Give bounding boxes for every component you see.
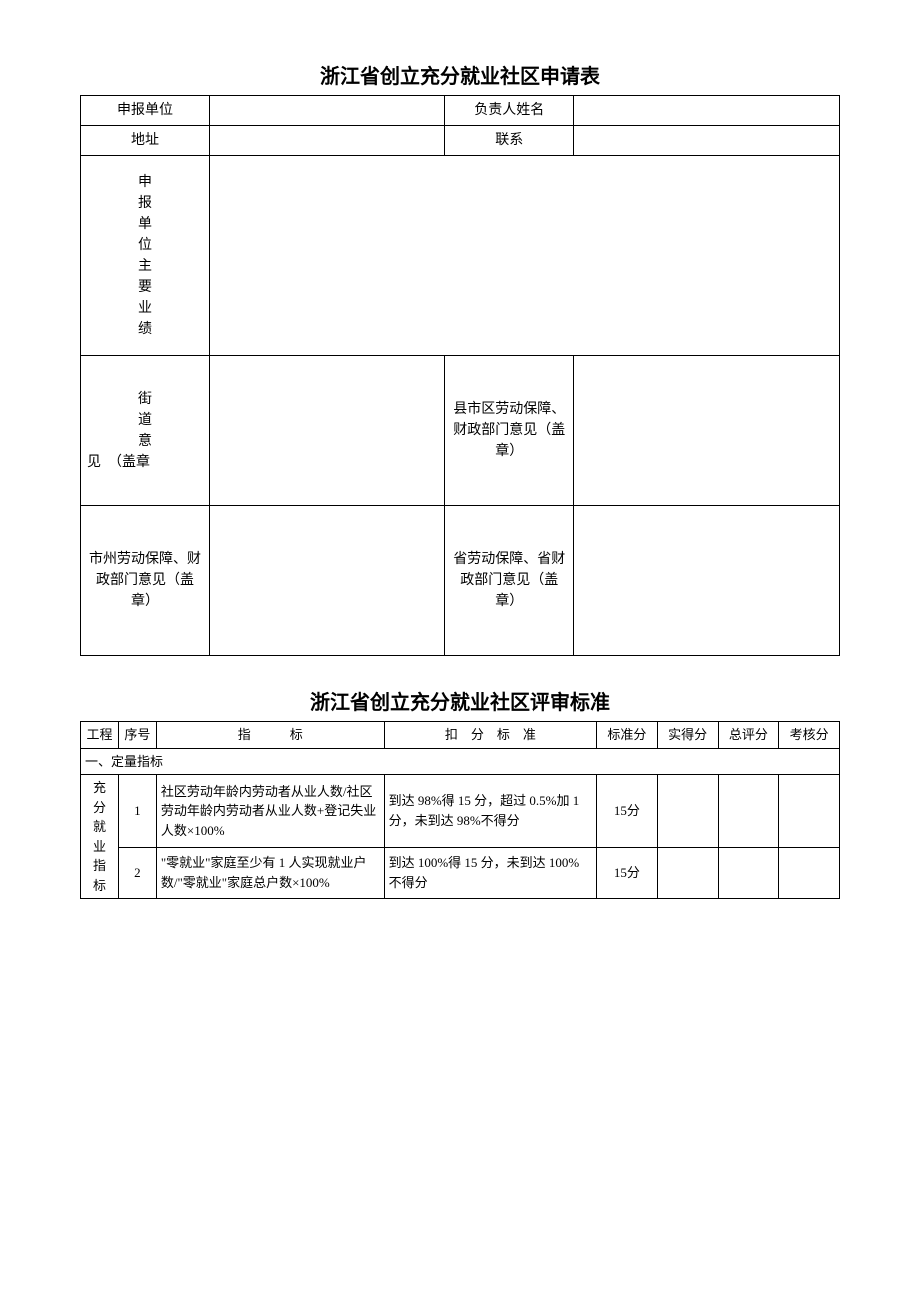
row-2-audit <box>779 847 840 898</box>
label-city-opinion: 市州劳动保障、财政部门意见（盖章） <box>81 506 210 656</box>
row-2-total <box>718 847 779 898</box>
header-project: 工程 <box>81 722 119 749</box>
header-indicator: 指 标 <box>156 722 384 749</box>
label-county-opinion: 县市区劳动保障、财政部门意见（盖章） <box>445 356 574 506</box>
row-1-indicator: 社区劳动年龄内劳动者从业人数/社区劳动年龄内劳动者从业人数+登记失业人数×100… <box>156 775 384 848</box>
row-2-actual <box>657 847 718 898</box>
section-quantitative: 一、定量指标 <box>81 748 840 775</box>
label-province-opinion: 省劳动保障、省财政部门意见（盖章） <box>445 506 574 656</box>
field-street-opinion <box>210 356 445 506</box>
row-2-criteria: 到达 100%得 15 分，未到达 100%不得分 <box>384 847 597 898</box>
field-province-opinion <box>574 506 840 656</box>
evaluation-criteria-table: 工程 序号 指 标 扣 分 标 准 标准分 实得分 总评分 考核分 一、定量指标… <box>80 721 840 899</box>
application-form-table: 申报单位 负责人姓名 地址 联系 申报单位主要业绩 街道意 见 （盖章 县市区劳… <box>80 95 840 656</box>
rowgroup-employment-indicators: 充分就业指标 <box>81 775 119 899</box>
row-1-criteria: 到达 98%得 15 分，超过 0.5%加 1 分，未到达 98%不得分 <box>384 775 597 848</box>
field-county-opinion <box>574 356 840 506</box>
field-responsible-name <box>574 96 840 126</box>
label-applicant-unit: 申报单位 <box>81 96 210 126</box>
header-no: 序号 <box>118 722 156 749</box>
form-title-1: 浙江省创立充分就业社区申请表 <box>80 60 840 89</box>
label-address: 地址 <box>81 126 210 156</box>
field-city-opinion <box>210 506 445 656</box>
label-responsible-name: 负责人姓名 <box>445 96 574 126</box>
row-2-score: 15分 <box>597 847 658 898</box>
row-2-no: 2 <box>118 847 156 898</box>
field-contact <box>574 126 840 156</box>
header-std-score: 标准分 <box>597 722 658 749</box>
form-title-2: 浙江省创立充分就业社区评审标准 <box>80 686 840 715</box>
row-1-no: 1 <box>118 775 156 848</box>
label-street-opinion: 街道意 见 （盖章 <box>81 356 210 506</box>
row-2-indicator: "零就业"家庭至少有 1 人实现就业户数/"零就业"家庭总户数×100% <box>156 847 384 898</box>
header-actual-score: 实得分 <box>657 722 718 749</box>
header-audit-score: 考核分 <box>779 722 840 749</box>
field-address <box>210 126 445 156</box>
field-main-achievements <box>210 156 840 356</box>
field-applicant-unit <box>210 96 445 126</box>
header-total-score: 总评分 <box>718 722 779 749</box>
header-criteria: 扣 分 标 准 <box>384 722 597 749</box>
row-1-audit <box>779 775 840 848</box>
label-contact: 联系 <box>445 126 574 156</box>
row-1-score: 15分 <box>597 775 658 848</box>
row-1-actual <box>657 775 718 848</box>
row-1-total <box>718 775 779 848</box>
label-main-achievements: 申报单位主要业绩 <box>81 156 210 356</box>
